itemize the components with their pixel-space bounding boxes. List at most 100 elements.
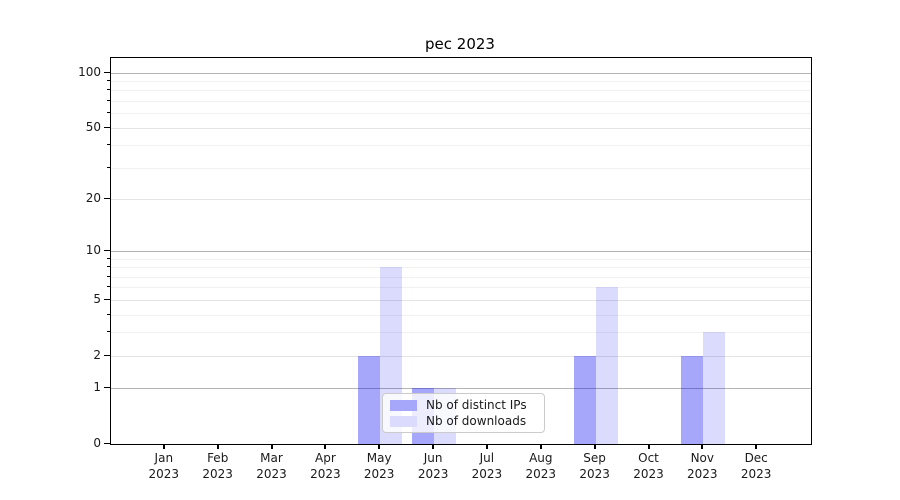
ytick-minor-mark-8 — [107, 266, 110, 268]
ytick-minor-mark-90 — [107, 79, 110, 81]
xtick-label-jun: Jun 2023 — [403, 450, 463, 482]
ytick-label-10: 10 — [85, 243, 101, 257]
bar-nb-of-distinct-ips-may — [358, 355, 381, 444]
xtick-label-year: 2023 — [148, 467, 180, 481]
gridline-30 — [111, 167, 811, 169]
ytick-mark-0 — [104, 443, 110, 444]
ytick-mark-5 — [104, 298, 110, 300]
xtick-label-month: May — [366, 451, 392, 465]
xtick-label-month: Jun — [423, 451, 443, 465]
xtick-label-month: Sep — [583, 451, 606, 465]
xtick-mark-oct — [647, 444, 650, 449]
legend-row: Nb of downloads — [390, 414, 537, 428]
legend-label: Nb of distinct IPs — [426, 398, 527, 412]
gridline-40 — [111, 145, 811, 147]
xtick-label-month: Apr — [315, 451, 336, 465]
gridline-6 — [111, 287, 811, 289]
xtick-label-month: Jan — [154, 451, 174, 465]
ytick-minor-mark-60 — [107, 112, 110, 114]
ytick-minor-mark-7 — [107, 275, 110, 277]
xtick-label-year: 2023 — [687, 467, 718, 481]
legend-swatch-nb-of-distinct-ips — [390, 399, 417, 411]
xtick-mark-jun — [432, 444, 435, 449]
plot-area — [110, 57, 812, 445]
ytick-label-5: 5 — [93, 291, 101, 306]
xtick-label-year: 2023 — [417, 467, 449, 481]
xtick-label-apr: Apr 2023 — [295, 450, 355, 482]
ytick-mark-1 — [104, 387, 110, 389]
gridline-4 — [111, 314, 811, 316]
xtick-mark-may — [378, 444, 381, 449]
gridline-5 — [111, 299, 811, 301]
ytick-minor-mark-80 — [107, 89, 110, 91]
bar-nb-of-distinct-ips-sep — [573, 355, 596, 444]
legend-label: Nb of downloads — [426, 414, 527, 428]
ytick-mark-100 — [104, 71, 110, 73]
gridline-1 — [111, 388, 811, 390]
ytick-minor-mark-70 — [107, 99, 110, 101]
ytick-label-2: 2 — [93, 347, 101, 362]
xtick-label-mar: Mar 2023 — [242, 450, 302, 482]
ytick-label-50: 50 — [85, 119, 101, 134]
gridline-60 — [111, 113, 811, 115]
xtick-label-dec: Dec 2023 — [726, 450, 786, 482]
ytick-label-1: 1 — [93, 380, 101, 395]
ytick-label-100: 100 — [78, 64, 101, 79]
ytick-minor-mark-6 — [107, 286, 110, 288]
xtick-mark-jan — [162, 444, 165, 449]
xtick-label-jul: Jul 2023 — [457, 450, 517, 482]
xtick-label-nov: Nov 2023 — [672, 450, 732, 482]
ytick-minor-mark-3 — [107, 331, 110, 333]
xtick-label-sep: Sep 2023 — [565, 450, 625, 482]
ytick-label-20: 20 — [85, 191, 101, 205]
gridline-80 — [111, 90, 811, 92]
ytick-minor-mark-30 — [107, 166, 110, 168]
gridline-90 — [111, 80, 811, 82]
gridline-2 — [111, 355, 811, 357]
xtick-mark-sep — [593, 444, 596, 449]
xtick-label-year: 2023 — [471, 467, 503, 481]
xtick-label-month: Oct — [638, 451, 659, 465]
gridline-3 — [111, 332, 811, 334]
xtick-label-month: Jul — [479, 451, 495, 465]
gridline-7 — [111, 276, 811, 278]
xtick-mark-apr — [324, 444, 327, 449]
xtick-label-year: 2023 — [202, 467, 233, 481]
xtick-label-year: 2023 — [256, 467, 287, 481]
chart-title: pec 2023 — [425, 35, 495, 53]
xtick-label-year: 2023 — [633, 467, 664, 481]
xtick-label-year: 2023 — [310, 467, 341, 481]
xtick-mark-feb — [216, 444, 219, 449]
ytick-mark-50 — [104, 126, 110, 128]
xtick-mark-nov — [701, 444, 704, 449]
ytick-minor-mark-40 — [107, 144, 110, 146]
xtick-label-month: Dec — [744, 451, 768, 465]
xtick-label-year: 2023 — [740, 467, 772, 481]
gridline-8 — [111, 267, 811, 269]
xtick-label-year: 2023 — [363, 467, 395, 481]
xtick-label-year: 2023 — [525, 467, 557, 481]
xtick-label-month: Aug — [529, 451, 553, 465]
bar-nb-of-downloads-nov — [703, 332, 726, 444]
ytick-mark-20 — [104, 198, 110, 199]
xtick-mark-mar — [270, 444, 273, 449]
xtick-label-may: May 2023 — [349, 450, 409, 482]
ytick-minor-mark-4 — [107, 313, 110, 315]
gridline-50 — [111, 127, 811, 129]
ytick-mark-10 — [104, 250, 110, 251]
xtick-label-month: Mar — [260, 451, 283, 465]
ytick-mark-2 — [104, 354, 110, 356]
gridline-70 — [111, 100, 811, 102]
legend-row: Nb of distinct IPs — [390, 398, 537, 412]
bar-nb-of-downloads-sep — [595, 287, 618, 444]
bar-nb-of-distinct-ips-nov — [681, 355, 704, 444]
gridline-10 — [111, 251, 811, 252]
gridline-9 — [111, 258, 811, 260]
xtick-label-year: 2023 — [579, 467, 610, 481]
xtick-label-feb: Feb 2023 — [188, 450, 248, 482]
ytick-label-0: 0 — [93, 436, 101, 450]
ytick-minor-mark-9 — [107, 257, 110, 259]
legend-swatch-nb-of-downloads — [390, 415, 417, 427]
xtick-label-month: Nov — [690, 451, 714, 465]
